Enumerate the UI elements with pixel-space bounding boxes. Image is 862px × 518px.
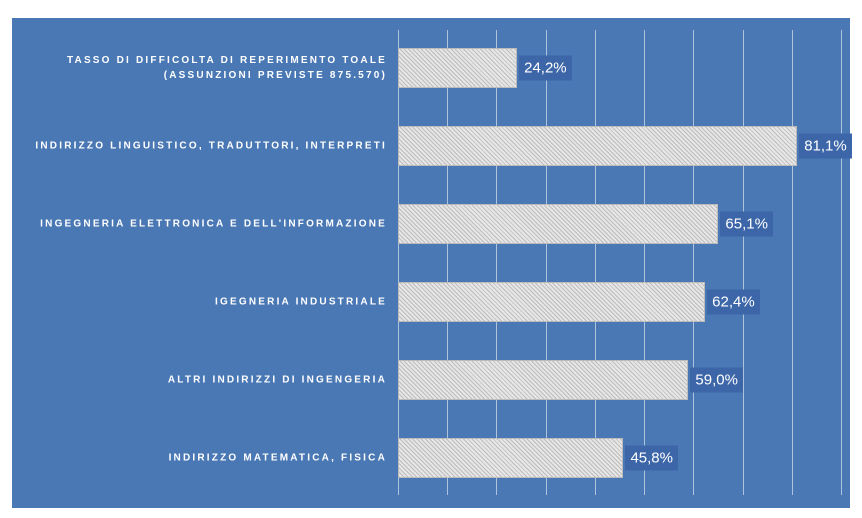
value-label: 45,8%: [625, 445, 678, 471]
value-label: 24,2%: [519, 55, 572, 81]
category-label: TASSO DI DIFFICOLTA DI REPERIMENTO TOALE…: [66, 55, 387, 81]
grid-line: [841, 30, 842, 495]
value-label: 59,0%: [690, 367, 743, 393]
category-label: IGEGNERIA INDUSTRIALE: [215, 296, 387, 308]
plot-panel: TASSO DI DIFFICOLTA DI REPERIMENTO TOALE…: [12, 18, 852, 508]
category-label: INGEGNERIA ELETTRONICA E DELL'INFORMAZIO…: [40, 218, 387, 230]
grid-line: [398, 30, 399, 495]
grid-line: [545, 30, 547, 495]
grid-line: [594, 30, 596, 495]
bar: [398, 126, 798, 166]
bar: [398, 282, 706, 322]
grid-line: [742, 30, 744, 495]
bar: [398, 360, 689, 400]
category-label: INDIRIZZO MATEMATICA, FISICA: [168, 452, 387, 464]
bar: [398, 438, 624, 478]
grid-line: [693, 30, 695, 495]
grid-line: [496, 30, 498, 495]
value-label: 62,4%: [707, 289, 760, 315]
value-label: 65,1%: [720, 211, 773, 237]
value-label: 81,1%: [799, 133, 852, 159]
grid-line: [644, 30, 646, 495]
grid-line: [447, 30, 449, 495]
bar: [398, 204, 719, 244]
bar: [398, 48, 518, 88]
category-label: ALTRI INDIRIZZI DI INGENGERIA: [167, 374, 387, 386]
grid-line: [791, 30, 793, 495]
category-label: INDIRIZZO LINGUISTICO, TRADUTTORI, INTER…: [35, 140, 387, 152]
